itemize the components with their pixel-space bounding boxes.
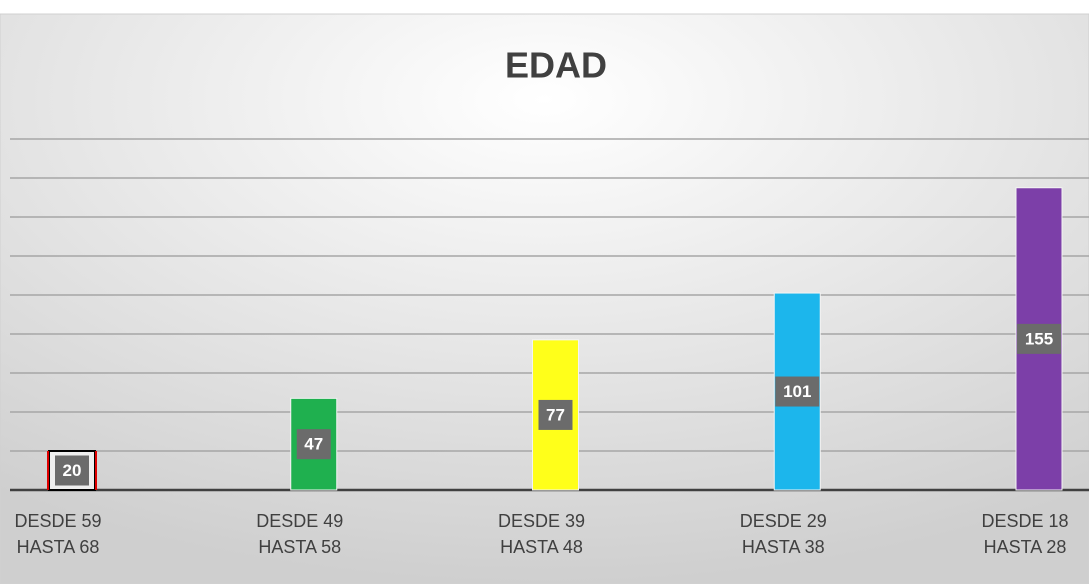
data-label: 47 <box>304 435 323 454</box>
x-tick-label: DESDE 39 <box>498 511 585 531</box>
chart-area <box>0 13 1089 584</box>
x-tick-label: HASTA 68 <box>17 537 100 557</box>
x-tick-label: DESDE 49 <box>256 511 343 531</box>
x-tick-label: HASTA 58 <box>258 537 341 557</box>
data-label-box <box>538 399 573 430</box>
data-label-box <box>55 455 89 486</box>
data-label: 155 <box>1025 329 1053 348</box>
data-label: 77 <box>546 405 565 424</box>
x-tick-label: HASTA 38 <box>742 537 825 557</box>
x-tick-label: DESDE 18 <box>981 511 1068 531</box>
data-label: 20 <box>63 461 82 480</box>
chart-title: EDAD <box>505 45 607 86</box>
data-label-box <box>1017 323 1061 354</box>
data-label: 101 <box>783 382 811 401</box>
x-tick-label: HASTA 28 <box>984 537 1067 557</box>
data-label-box <box>296 429 331 460</box>
x-tick-label: DESDE 59 <box>14 511 101 531</box>
data-label-box <box>775 376 820 407</box>
x-tick-label: HASTA 48 <box>500 537 583 557</box>
x-tick-label: DESDE 29 <box>740 511 827 531</box>
